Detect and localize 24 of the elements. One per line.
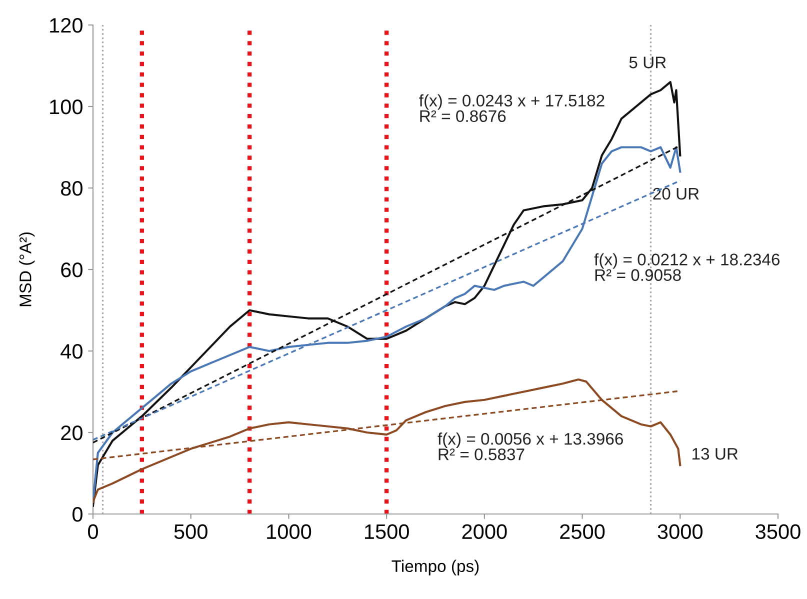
y-tick-label: 0	[72, 507, 82, 522]
y-tick-label: 120	[50, 18, 82, 33]
annotation: f(x) = 0.0056 x + 13.3966 R² = 0.5837	[438, 432, 623, 460]
y-tick-label: 80	[61, 181, 82, 196]
y-axis-title: MSD (°A²)	[19, 232, 35, 306]
x-tick-label: 2000	[462, 524, 507, 540]
y-tick-label: 40	[60, 344, 82, 359]
series-label: 5 UR	[629, 56, 666, 68]
y-tick-label: 100	[50, 100, 82, 114]
x-tick-label: 1000	[267, 524, 312, 540]
series-label: 20 UR	[653, 188, 699, 200]
series-label: 13 UR	[692, 448, 738, 460]
annotation: f(x) = 0.0212 x + 18.2346 R² = 0.9058	[594, 253, 780, 281]
annotation: f(x) = 0.0243 x + 17.5182 R² = 0.8676	[419, 94, 604, 122]
y-tick-label: 20	[61, 426, 82, 440]
y-tick-label: 60	[61, 262, 82, 278]
line-series	[93, 378, 682, 503]
x-tick-label: 2500	[560, 524, 605, 540]
x-tick-label: 500	[174, 524, 208, 540]
x-tick-label: 0	[88, 524, 98, 540]
x-tick-label: 3000	[658, 524, 703, 540]
x-tick-label: 1500	[364, 524, 409, 540]
x-axis-title: Tiempo (ps)	[392, 560, 479, 576]
x-tick-label: 3500	[756, 524, 800, 540]
